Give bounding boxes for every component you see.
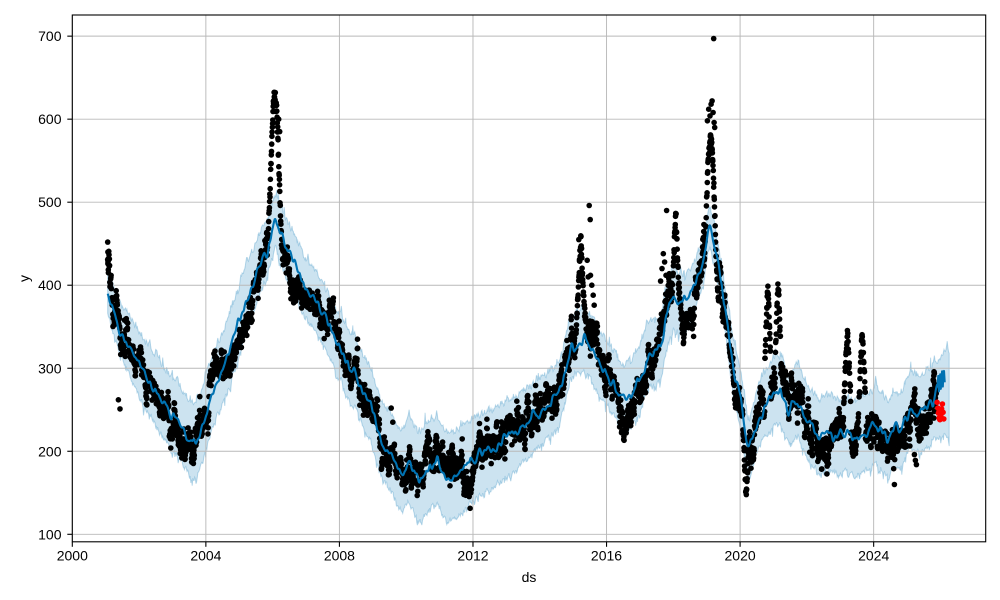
svg-text:200: 200 xyxy=(38,443,62,459)
svg-text:500: 500 xyxy=(38,194,62,210)
svg-text:y: y xyxy=(16,275,32,282)
svg-text:2020: 2020 xyxy=(725,548,756,564)
svg-text:2000: 2000 xyxy=(57,548,88,564)
svg-text:2008: 2008 xyxy=(324,548,355,564)
svg-text:400: 400 xyxy=(38,277,62,293)
svg-text:2024: 2024 xyxy=(858,548,889,564)
svg-text:300: 300 xyxy=(38,360,62,376)
svg-text:2004: 2004 xyxy=(190,548,221,564)
svg-text:2016: 2016 xyxy=(591,548,622,564)
svg-text:600: 600 xyxy=(38,111,62,127)
svg-text:ds: ds xyxy=(522,569,537,585)
svg-text:2012: 2012 xyxy=(457,548,488,564)
svg-text:100: 100 xyxy=(38,526,62,542)
svg-text:700: 700 xyxy=(38,28,62,44)
